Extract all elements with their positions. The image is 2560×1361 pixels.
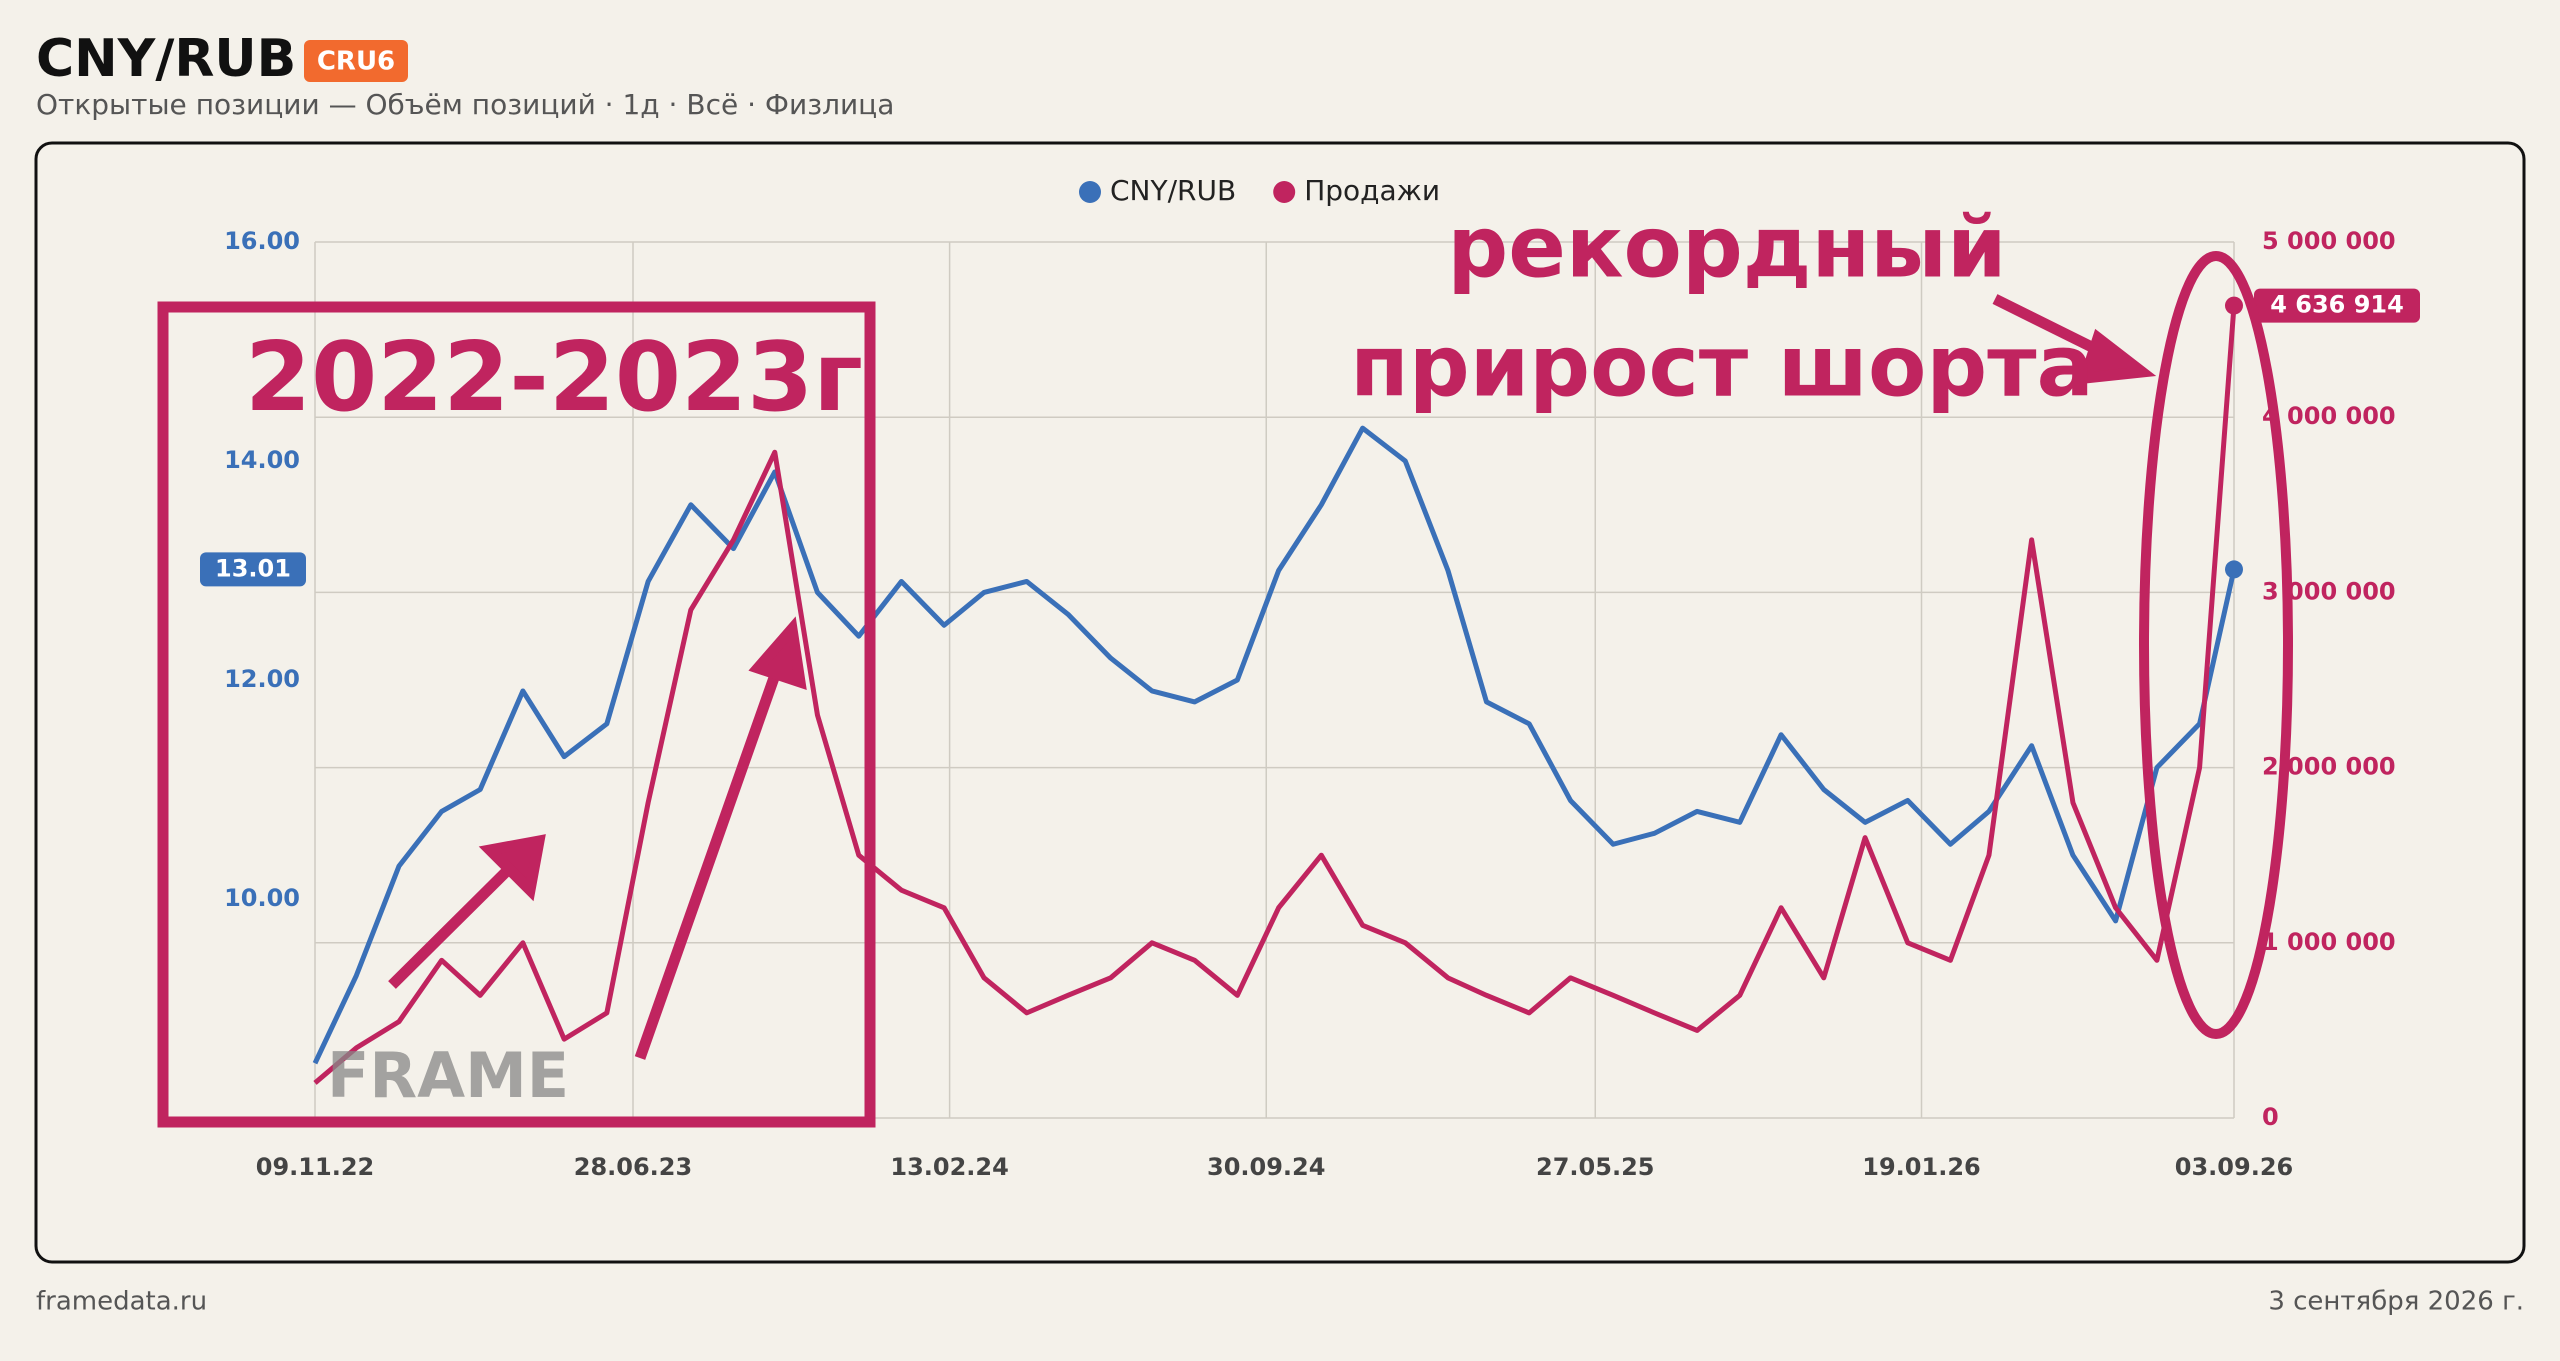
y2-tick-label: 1 000 000: [2262, 928, 2396, 956]
y2-tick-label: 3 000 000: [2262, 577, 2396, 605]
legend-marker: [1273, 181, 1296, 203]
x-tick-label: 03.09.26: [2175, 1153, 2293, 1181]
highlight-box: [157, 301, 876, 1128]
source: framedata.ru: [36, 1287, 207, 1317]
value-badge: [200, 552, 306, 587]
y-tick-label: 16.00: [224, 227, 300, 255]
y2-tick-label: 0: [2262, 1103, 2279, 1131]
y-tick-label: 10.00: [224, 884, 300, 912]
x-tick-label: 27.05.25: [1536, 1153, 1654, 1181]
badge-bg: [304, 40, 408, 82]
y2-tick-label: 5 000 000: [2262, 227, 2396, 255]
legend-label: Продажи: [1304, 174, 1440, 207]
subtitle: Открытые позиции — Объём позиций · 1д · …: [36, 88, 894, 121]
annotation: прирост шорта: [1350, 317, 2094, 416]
y2-tick-label: 4 000 000: [2262, 402, 2396, 430]
title: CNY/RUB: [36, 29, 296, 89]
series-line: [312, 425, 2237, 1065]
watermark: FRAME: [327, 1039, 569, 1112]
y-tick-label: 14.00: [224, 446, 300, 474]
date: 3 сентября 2026 г.: [2268, 1287, 2524, 1317]
frame: [34, 141, 2526, 1264]
x-tick-label: 13.02.24: [890, 1153, 1008, 1181]
annotation: 2022-2023г: [245, 323, 863, 433]
x-tick-label: 09.11.22: [256, 1153, 374, 1181]
annotation: рекордный: [1447, 198, 2006, 297]
last-point: [2225, 296, 2243, 315]
value-label: 4 636 914: [2270, 291, 2404, 319]
value-badge: [2254, 288, 2420, 323]
y-tick-label: 12.00: [224, 665, 300, 693]
badge: CRU6: [317, 47, 395, 77]
x-tick-label: 30.09.24: [1207, 1153, 1325, 1181]
series-line: [313, 305, 2237, 1085]
x-tick-label: 28.06.23: [574, 1153, 692, 1181]
arrows: [388, 294, 2157, 1060]
value-label: 13.01: [215, 554, 291, 582]
x-tick-label: 19.01.26: [1862, 1153, 1980, 1181]
last-point: [2225, 560, 2243, 579]
highlight-ellipse: [2139, 251, 2293, 1039]
legend-label: CNY/RUB: [1110, 174, 1236, 207]
legend-marker: [1079, 181, 1101, 203]
